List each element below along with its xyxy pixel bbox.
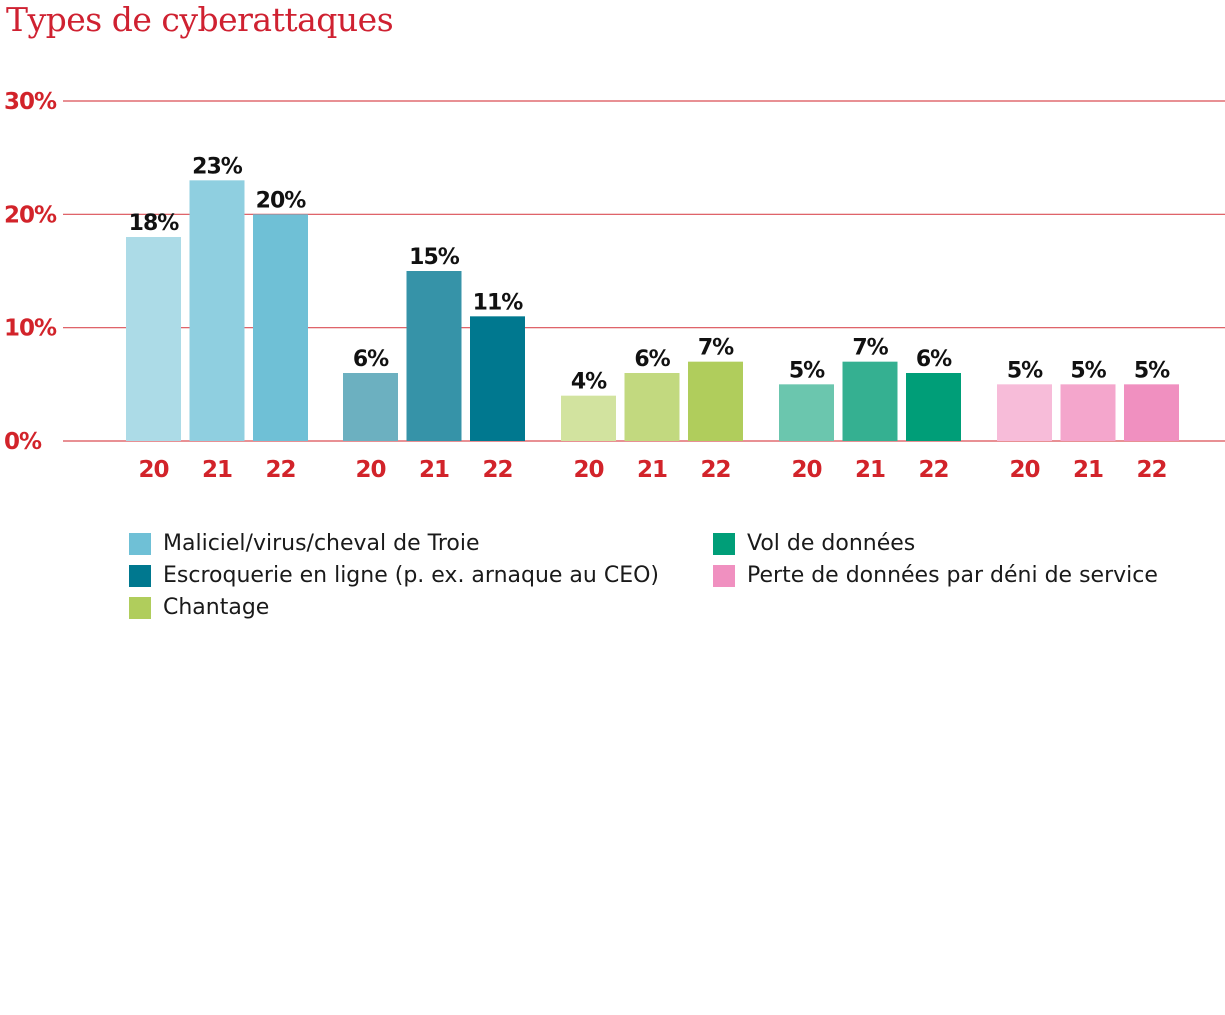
x-tick-label: 20 <box>573 457 603 483</box>
bar <box>1124 384 1179 441</box>
x-tick-label: 21 <box>1073 457 1103 483</box>
data-label: 5% <box>1007 358 1043 383</box>
data-label: 11% <box>473 290 524 315</box>
x-tick-label: 22 <box>1136 457 1166 483</box>
data-label: 5% <box>1070 358 1106 383</box>
legend-label: Maliciel/virus/cheval de Troie <box>163 531 480 556</box>
data-label: 7% <box>852 336 888 361</box>
chart-title: Types de cyberattaques <box>6 0 394 39</box>
bar <box>906 373 961 441</box>
bar <box>406 271 462 441</box>
bar <box>779 384 834 441</box>
x-tick-label: 22 <box>265 457 295 483</box>
bar <box>470 316 525 441</box>
bar <box>253 214 308 441</box>
bar <box>997 384 1052 441</box>
y-tick-label: 0% <box>4 429 42 455</box>
data-label: 18% <box>129 211 180 236</box>
legend-label: Perte de données par déni de service <box>747 563 1158 588</box>
legend-swatch <box>129 533 151 555</box>
legend-swatch <box>129 597 151 619</box>
legend-label: Vol de données <box>747 531 916 556</box>
bar-chart: 0% 10% 20% 30% 18% 20 23% 21 20% 22 6% 20 15% 21 11% 22… <box>4 89 1225 483</box>
x-tick-label: 20 <box>1009 457 1039 483</box>
data-label: 5% <box>789 358 825 383</box>
bar <box>561 395 616 441</box>
data-label: 4% <box>571 370 607 395</box>
x-tick-label: 21 <box>202 457 232 483</box>
x-tick-label: 22 <box>918 457 948 483</box>
legend-swatch <box>713 533 735 555</box>
data-label: 23% <box>192 154 243 179</box>
y-tick-label: 20% <box>4 202 57 228</box>
x-tick-label: 20 <box>791 457 821 483</box>
legend-swatch <box>129 565 151 587</box>
y-tick-label: 30% <box>4 89 57 115</box>
data-label: 20% <box>256 188 307 213</box>
data-label: 7% <box>698 336 734 361</box>
bar <box>842 361 898 441</box>
x-tick-label: 21 <box>419 457 449 483</box>
x-tick-label: 21 <box>855 457 885 483</box>
bar <box>189 180 245 442</box>
bar <box>624 373 680 441</box>
x-tick-label: 20 <box>355 457 385 483</box>
y-tick-label: 10% <box>4 316 57 342</box>
x-tick-label: 22 <box>482 457 512 483</box>
bar <box>126 237 181 441</box>
x-tick-label: 22 <box>700 457 730 483</box>
x-tick-label: 20 <box>138 457 168 483</box>
bar <box>343 373 398 441</box>
data-label: 5% <box>1134 358 1170 383</box>
data-label: 6% <box>916 347 952 372</box>
legend-label: Chantage <box>163 595 270 620</box>
legend-label: Escroquerie en ligne (p. ex. arnaque au … <box>163 563 660 588</box>
data-label: 15% <box>409 245 460 270</box>
data-label: 6% <box>353 347 389 372</box>
legend-swatch <box>713 565 735 587</box>
x-tick-label: 21 <box>637 457 667 483</box>
data-label: 6% <box>634 347 670 372</box>
bar <box>1060 384 1116 441</box>
bar <box>688 361 743 441</box>
